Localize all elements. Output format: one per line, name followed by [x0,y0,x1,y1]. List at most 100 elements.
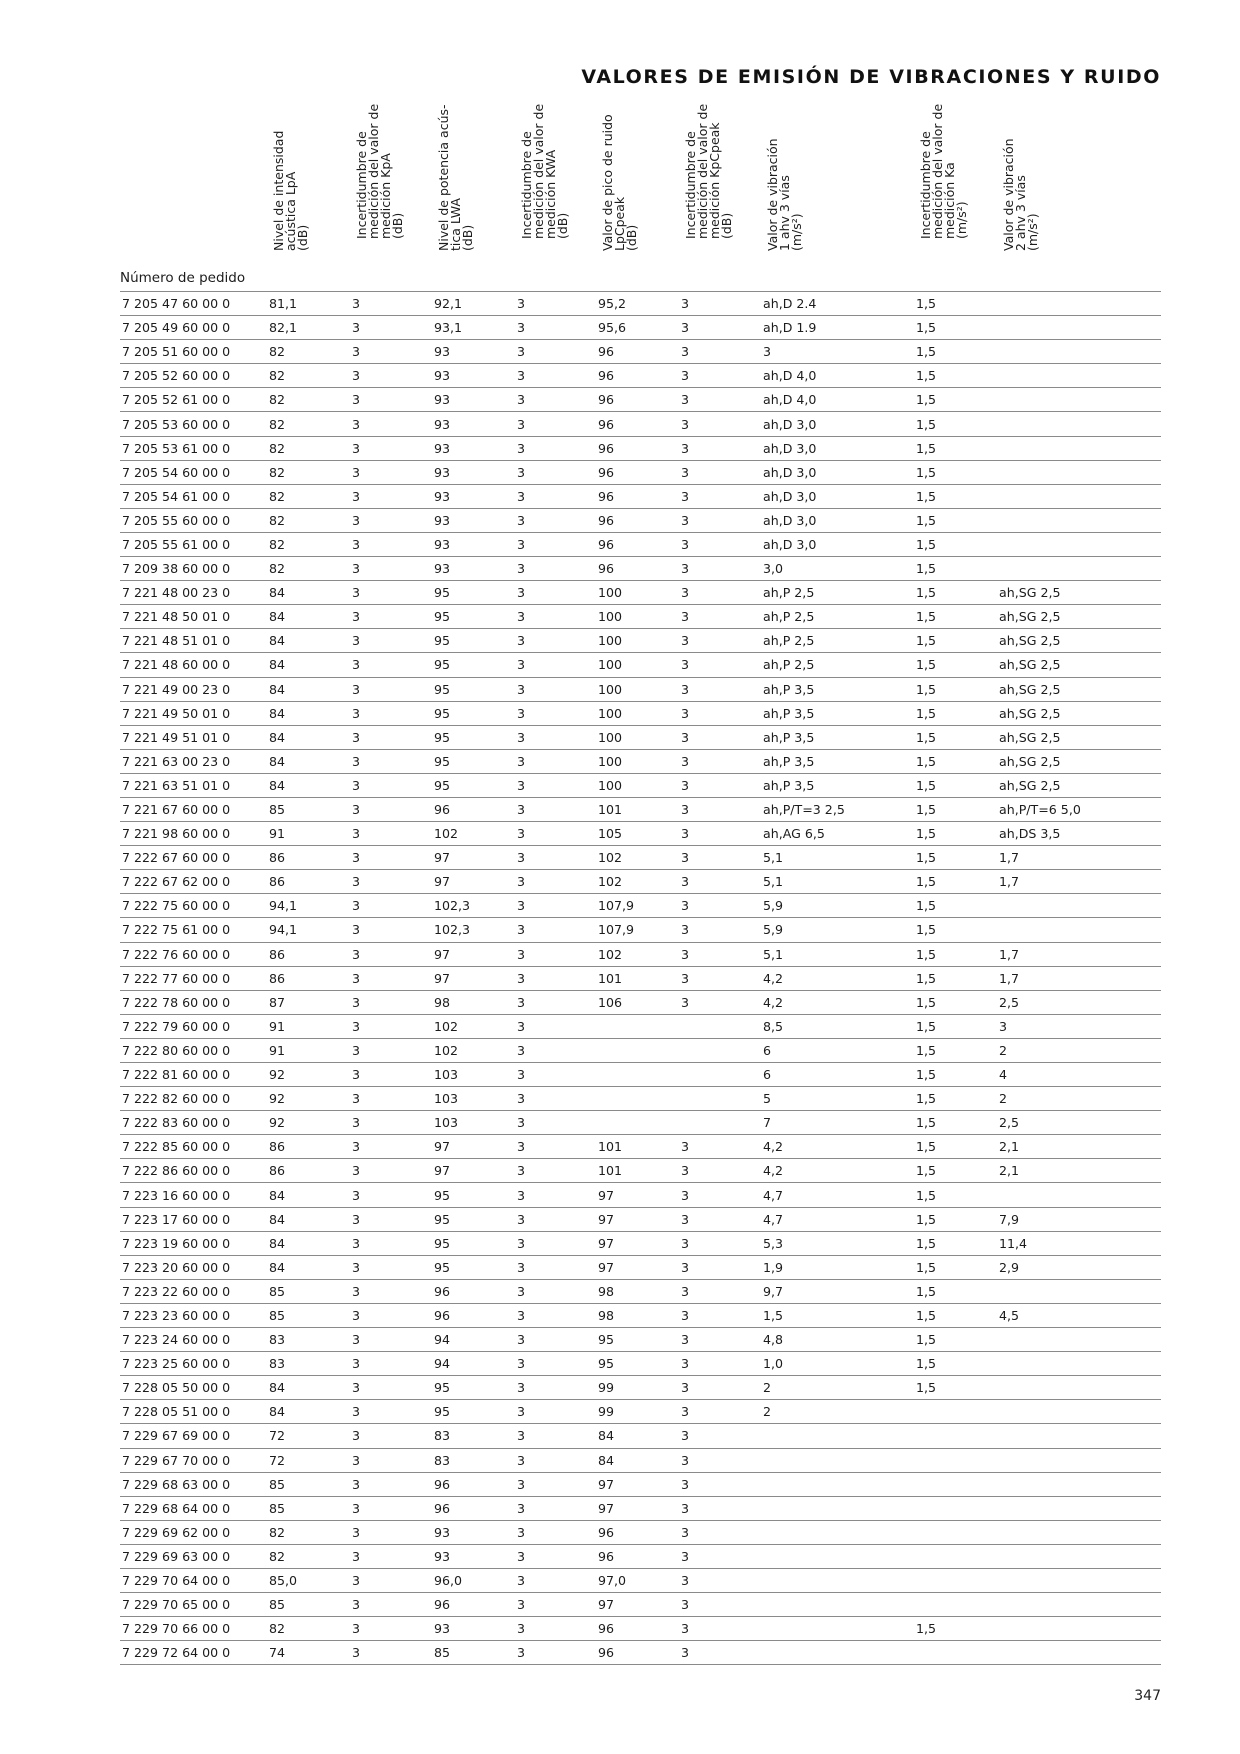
table-cell: 3 [679,436,761,461]
table-row: 7 223 22 60 00 0 85 3 96 3 98 3 9,7 1,5 [120,1279,1161,1304]
table-cell: 3 [350,1279,432,1304]
column-header: Incertidumbre de medición del valor de med… [679,104,761,292]
table-cell [914,1544,997,1569]
table-cell: ah,P 2,5 [761,628,914,654]
table-row: 7 221 49 00 23 0 84 3 95 3 100 3 ah,P 3,5 1,5 ah,… [120,677,1161,702]
table-cell: 1,0 [761,1351,914,1377]
order-number-cell: 7 223 22 60 00 0 [120,1279,267,1304]
table-cell: 3 [350,1520,432,1545]
table-row: 7 221 63 00 23 0 84 3 95 3 100 3 ah,P 3,5 1,5 ah,… [120,749,1161,774]
table-cell: 86 [267,845,350,871]
table-cell: 1,5 [914,725,997,750]
order-number-cell: 7 205 55 61 00 0 [120,532,267,558]
table-cell: 95,2 [596,290,679,317]
column-header-label: Incertidumbre de medición del valor de med… [683,104,734,239]
table-cell: 2 [761,1399,914,1425]
emission-table-container: Número de pedido Nivel de intensidad acús… [120,104,1161,1666]
table-cell: 82,1 [267,315,350,341]
table-cell: 96 [432,1496,515,1521]
table-cell: 83 [432,1448,515,1473]
table-cell: 3 [515,290,596,317]
table-cell: 94 [432,1351,515,1377]
table-cell: ah,SG 2,5 [997,749,1161,774]
table-cell: 3 [350,556,432,582]
order-number-cell: 7 205 54 61 00 0 [120,484,267,509]
table-cell: ah,D 3,0 [761,460,914,485]
table-cell: 3 [679,677,761,702]
table-cell: 3 [515,1616,596,1642]
table-cell: 1,5 [914,1014,997,1039]
table-cell [914,1568,997,1594]
table-cell [914,1592,997,1618]
table-cell: 3 [515,1423,596,1449]
order-number-cell: 7 205 49 60 00 0 [120,315,267,341]
table-cell: 82 [267,339,350,365]
table-cell: 2,9 [997,1255,1161,1280]
table-row: 7 205 47 60 00 0 81,1 3 92,1 3 95,2 3 ah,D 2.4 1… [120,290,1161,317]
table-cell: 5,1 [761,869,914,895]
table-cell: 3 [515,1592,596,1618]
table-cell: ah,D 3,0 [761,436,914,461]
table-cell: 86 [267,966,350,991]
table-cell: 103 [432,1062,515,1088]
table-cell: 106 [596,990,679,1015]
table-row: 7 229 67 69 00 0 72 3 83 3 84 3 [120,1423,1161,1449]
table-cell: 1,5 [914,1255,997,1280]
table-cell: 3 [350,1158,432,1184]
table-cell: 3 [515,917,596,943]
table-cell: 92 [267,1110,350,1136]
table-cell: ah,SG 2,5 [997,725,1161,750]
table-row: 7 228 05 50 00 0 84 3 95 3 99 3 2 1,5 [120,1375,1161,1401]
table-cell: 1,5 [914,460,997,485]
table-cell: 1,5 [914,917,997,943]
table-cell: ah,P 2,5 [761,652,914,678]
table-cell: 95,6 [596,315,679,341]
order-number-cell: 7 222 85 60 00 0 [120,1134,267,1160]
table-cell: 3 [350,1134,432,1160]
table-row: 7 221 63 51 01 0 84 3 95 3 100 3 ah,P 3,5 1,5 ah,… [120,773,1161,798]
table-cell: 102 [596,942,679,967]
table-cell: 3 [679,628,761,654]
order-number-cell: 7 221 49 00 23 0 [120,677,267,702]
order-number-cell: 7 229 70 66 00 0 [120,1616,267,1642]
table-cell: 3 [679,1231,761,1256]
column-header: Valor de vibración 2 ahv 3 vías (m/s²) [997,120,1161,292]
order-number-cell: 7 221 63 51 01 0 [120,773,267,798]
table-cell: 1,5 [914,1327,997,1353]
table-cell: 3 [515,339,596,365]
emission-values-table: Número de pedido Nivel de intensidad acús… [120,104,1161,1666]
table-cell: 95 [432,1207,515,1232]
table-cell [997,1496,1161,1521]
order-number-cell: 7 221 49 51 01 0 [120,725,267,750]
table-cell: 1,5 [914,652,997,678]
table-cell: 83 [267,1351,350,1377]
table-cell: 8,5 [761,1014,914,1039]
table-cell: 3 [515,1640,596,1666]
table-cell: 96 [596,436,679,461]
table-cell: 3 [679,942,761,967]
table-cell: 3 [515,1134,596,1160]
table-cell: 3 [679,1472,761,1497]
table-cell [997,532,1161,558]
order-number-cell: 7 229 72 64 00 0 [120,1640,267,1666]
column-header-label: Valor de vibración 2 ahv 3 vías (m/s²) [1001,138,1040,251]
table-cell: 3 [679,1351,761,1377]
table-cell: 4,2 [761,1158,914,1184]
table-cell: 1,7 [997,869,1161,895]
table-cell: 3 [515,1279,596,1304]
column-header: Incertidumbre de medición del valor de med… [350,104,432,292]
table-cell: 1,5 [914,845,997,871]
table-cell: 9,7 [761,1279,914,1304]
table-cell: 100 [596,580,679,606]
table-cell: 96 [596,387,679,413]
table-cell: 3 [679,484,761,509]
table-cell: 84 [267,701,350,726]
order-number-cell: 7 223 17 60 00 0 [120,1207,267,1232]
table-row: 7 223 19 60 00 0 84 3 95 3 97 3 5,3 1,5 11,4 [120,1231,1161,1256]
table-row: 7 223 23 60 00 0 85 3 96 3 98 3 1,5 1,5 4,5 [120,1303,1161,1329]
table-cell: 3 [515,1014,596,1039]
table-row: 7 222 76 60 00 0 86 3 97 3 102 3 5,1 1,5 1,7 [120,942,1161,967]
table-cell: 3 [350,1086,432,1112]
table-cell: 97 [596,1496,679,1521]
table-cell: ah,P 2,5 [761,604,914,630]
